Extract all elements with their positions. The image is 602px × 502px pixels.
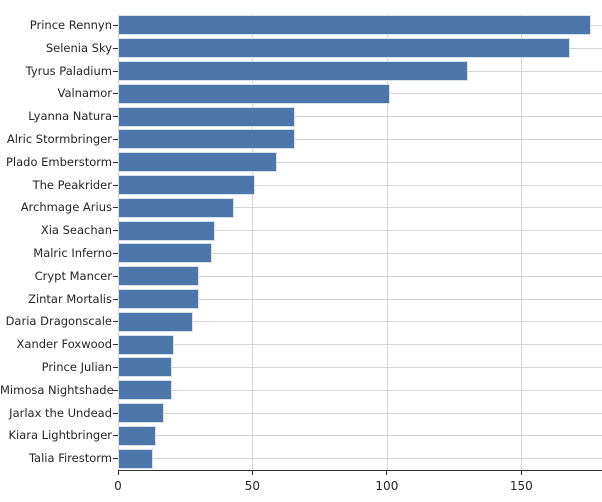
x-tick-label: 0	[114, 479, 122, 493]
bar	[118, 243, 213, 264]
y-tick-mark	[113, 93, 118, 95]
y-tick-mark	[113, 321, 118, 323]
y-tick-mark	[113, 24, 118, 26]
y-tick-mark	[113, 116, 118, 118]
y-axis-label: Zintar Mortalis	[28, 291, 112, 306]
y-axis-label: The Peakrider	[32, 177, 112, 192]
x-axis-line	[118, 470, 602, 472]
bar	[118, 61, 468, 81]
y-tick-mark	[113, 161, 118, 163]
h-gridline	[118, 344, 602, 346]
y-axis-label: Talia Firestorm	[28, 451, 112, 466]
h-gridline	[118, 298, 602, 300]
h-gridline	[118, 435, 602, 437]
y-axis-label: Mimosa Nightshade	[0, 382, 114, 397]
bar	[118, 425, 156, 446]
y-tick-mark	[113, 138, 118, 140]
y-tick-mark	[113, 230, 118, 232]
bar	[118, 15, 592, 36]
y-axis: Prince Rennyn Selenia Sky Tyrus Paladium Va…	[0, 14, 114, 470]
x-tick-mark	[386, 471, 388, 475]
bar	[118, 380, 172, 401]
h-gridline	[118, 184, 602, 186]
y-tick-mark	[113, 366, 118, 368]
bar	[118, 197, 234, 218]
y-axis-label: Selenia Sky	[45, 40, 112, 55]
bar	[118, 311, 194, 332]
bar	[118, 266, 199, 287]
bar	[118, 334, 175, 355]
h-gridline	[118, 275, 602, 277]
y-tick-mark	[113, 412, 118, 414]
x-tick-mark	[117, 471, 119, 475]
y-tick-mark	[113, 389, 118, 391]
y-tick-mark	[113, 184, 118, 186]
y-tick-mark	[113, 298, 118, 300]
bar	[118, 289, 199, 309]
plot-area	[118, 14, 602, 470]
y-axis-label: Xia Seachan	[40, 223, 112, 238]
y-axis-label: Tyrus Paladium	[25, 63, 112, 78]
bar	[118, 357, 172, 378]
y-axis-label: Daria Dragonscale	[5, 314, 112, 329]
h-gridline	[118, 458, 602, 460]
h-gridline	[118, 252, 602, 254]
h-gridline	[118, 138, 602, 140]
y-axis-label: Prince Rennyn	[29, 17, 112, 32]
x-tick-mark	[520, 471, 522, 475]
y-axis-label: Xander Foxwood	[16, 337, 112, 352]
y-tick-mark	[113, 252, 118, 254]
y-axis-label: Lyanna Natura	[28, 109, 112, 124]
y-axis-label: Malric Inferno	[33, 245, 112, 260]
y-tick-mark	[113, 275, 118, 277]
bar	[118, 403, 164, 423]
x-tick-mark	[251, 471, 253, 475]
x-tick-label: 100	[375, 479, 399, 493]
y-tick-mark	[113, 344, 118, 346]
y-tick-mark	[113, 458, 118, 460]
y-axis-label: Alric Stormbringer	[6, 131, 112, 146]
y-axis-label: Kiara Lightbringer	[8, 428, 112, 443]
h-gridline	[118, 389, 602, 391]
h-gridline	[118, 161, 602, 163]
bar	[118, 152, 277, 173]
h-gridline	[118, 116, 602, 118]
y-axis-label: Plado Emberstorm	[5, 154, 112, 169]
y-axis-label: Valnamor	[57, 86, 112, 101]
y-axis-label: Jarlax the Undead	[9, 405, 112, 420]
y-tick-mark	[113, 70, 118, 72]
x-axis: 0 50 100 150	[114, 470, 602, 502]
y-axis-label: Prince Julian	[41, 359, 112, 374]
y-tick-mark	[113, 435, 118, 437]
y-axis-label: Crypt Mancer	[34, 268, 112, 283]
y-tick-mark	[113, 207, 118, 209]
bar	[118, 83, 390, 104]
bar	[118, 106, 296, 127]
h-gridline	[118, 412, 602, 414]
v-gridline	[252, 14, 254, 470]
h-gridline	[118, 321, 602, 323]
v-gridline	[118, 14, 119, 470]
x-tick-label: 50	[244, 479, 261, 493]
bar	[118, 38, 570, 59]
v-gridline	[386, 14, 388, 470]
h-gridline	[118, 366, 602, 368]
y-tick-mark	[113, 47, 118, 49]
h-gridline	[118, 230, 602, 232]
x-tick-label: 150	[509, 479, 533, 493]
bar	[118, 129, 296, 150]
y-axis-label: Archmage Arius	[20, 200, 112, 215]
h-gridline	[118, 207, 602, 209]
bar	[118, 448, 153, 469]
v-gridline	[521, 14, 523, 470]
bar	[118, 220, 215, 241]
bar	[118, 175, 256, 195]
